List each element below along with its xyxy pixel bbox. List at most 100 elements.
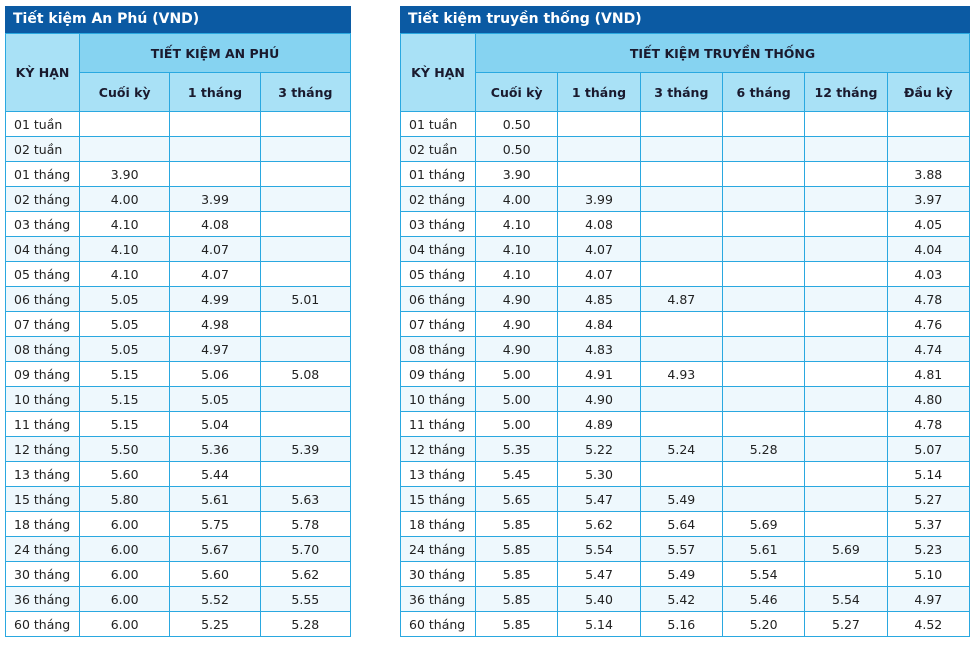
table-row: 02 tuần 0.50 (400, 136, 971, 162)
rate-cell: 5.60 (169, 561, 261, 587)
rate-cell: 5.24 (639, 436, 723, 462)
header-row: KỲ HẠN TIẾT KIỆM TRUYỀN THỐNG (400, 33, 970, 112)
rate-cell (804, 561, 888, 587)
rate-cell: 5.49 (639, 486, 723, 512)
term-cell: 06 tháng (400, 286, 476, 312)
table-row: 36 tháng 5.85 5.40 5.42 5.46 5.54 4.97 (400, 586, 971, 612)
rate-cell: 5.23 (886, 536, 971, 562)
rate-cell: 5.05 (169, 386, 261, 412)
rate-table: KỲ HẠN TIẾT KIỆM AN PHÚ Cuối kỳ 1 tháng 3 th… (5, 33, 352, 637)
table-row: 11 tháng 5.15 5.04 (5, 411, 352, 437)
rate-cell: 4.90 (557, 386, 641, 412)
rate-cell: 5.20 (721, 611, 806, 637)
rate-cell (804, 136, 888, 162)
rate-cell: 5.37 (886, 511, 971, 537)
rate-cell: 6.00 (78, 536, 171, 562)
rate-cell: 4.00 (78, 186, 171, 212)
term-cell: 11 tháng (5, 411, 80, 437)
rate-cell (639, 461, 723, 487)
table-row: 04 tháng 4.10 4.07 4.04 (400, 236, 971, 262)
rate-cell: 4.90 (474, 286, 559, 312)
rate-cell (721, 311, 806, 337)
rate-cell: 4.10 (474, 236, 559, 262)
rate-cell (721, 461, 806, 487)
rate-cell (804, 311, 888, 337)
table-row: 09 tháng 5.15 5.06 5.08 (5, 361, 352, 387)
column-header: 12 tháng (804, 72, 888, 112)
column-header: Cuối kỳ (474, 72, 559, 112)
rate-cell (557, 136, 641, 162)
rate-cell: 4.05 (886, 211, 971, 237)
rate-cell: 5.35 (474, 436, 559, 462)
group-header: TIẾT KIỆM AN PHÚ (79, 33, 351, 73)
rate-cell: 5.00 (474, 411, 559, 437)
rate-cell: 4.78 (886, 286, 971, 312)
rate-cell: 4.80 (886, 386, 971, 412)
rate-cell: 4.76 (886, 311, 971, 337)
column-header: Cuối kỳ (78, 72, 171, 112)
column-header: 6 tháng (721, 72, 806, 112)
rate-cell: 5.14 (886, 461, 971, 487)
rate-cell: 5.61 (169, 486, 261, 512)
rate-cell: 5.85 (474, 586, 559, 612)
rate-cell: 4.08 (557, 211, 641, 237)
rate-cell: 6.00 (78, 561, 171, 587)
term-cell: 18 tháng (400, 511, 476, 537)
table-row: 60 tháng 5.85 5.14 5.16 5.20 5.27 4.52 (400, 611, 971, 637)
rate-cell (804, 111, 888, 137)
term-header: KỲ HẠN (5, 33, 80, 112)
table-row: 01 tháng 3.90 (5, 161, 352, 187)
term-cell: 05 tháng (400, 261, 476, 287)
rate-cell (259, 136, 352, 162)
rate-cell: 5.47 (557, 486, 641, 512)
rate-cell: 4.99 (169, 286, 261, 312)
rate-cell: 4.10 (78, 261, 171, 287)
rate-cell (721, 136, 806, 162)
rate-cell (721, 286, 806, 312)
rate-cell (259, 461, 352, 487)
rate-cell: 5.07 (886, 436, 971, 462)
term-cell: 02 tháng (400, 186, 476, 212)
term-cell: 08 tháng (5, 336, 80, 362)
rate-cell (804, 211, 888, 237)
term-cell: 24 tháng (400, 536, 476, 562)
rate-cell (804, 336, 888, 362)
rate-cell: 5.28 (721, 436, 806, 462)
rate-cell (721, 411, 806, 437)
rate-cell: 3.90 (474, 161, 559, 187)
term-cell: 60 tháng (5, 611, 80, 637)
table-row: 30 tháng 5.85 5.47 5.49 5.54 5.10 (400, 561, 971, 587)
term-cell: 18 tháng (5, 511, 80, 537)
rate-cell: 4.07 (169, 261, 261, 287)
rate-cell (721, 336, 806, 362)
rate-cell (78, 136, 171, 162)
column-header-row: Cuối kỳ 1 tháng 3 tháng 6 tháng 12 tháng Đầu … (401, 72, 971, 112)
table-row: 02 tháng 4.00 3.99 (5, 186, 352, 212)
rate-cell: 4.81 (886, 361, 971, 387)
rate-cell: 4.89 (557, 411, 641, 437)
table-row: 04 tháng 4.10 4.07 (5, 236, 352, 262)
rate-cell (886, 136, 971, 162)
rate-cell (804, 411, 888, 437)
rate-cell: 3.99 (169, 186, 261, 212)
rate-cell: 4.74 (886, 336, 971, 362)
table-row: 12 tháng 5.35 5.22 5.24 5.28 5.07 (400, 436, 971, 462)
rate-cell (639, 336, 723, 362)
rate-cell: 4.85 (557, 286, 641, 312)
rate-cell: 5.15 (78, 411, 171, 437)
rate-cell: 5.54 (557, 536, 641, 562)
rate-cell: 5.25 (169, 611, 261, 637)
rate-cell (804, 461, 888, 487)
rate-cell (804, 236, 888, 262)
rate-cell (804, 486, 888, 512)
rate-cell: 5.62 (259, 561, 352, 587)
table-row: 01 tháng 3.90 3.88 (400, 161, 971, 187)
rate-cell (259, 311, 352, 337)
table-row: 02 tuần (5, 136, 352, 162)
rate-cell: 5.42 (639, 586, 723, 612)
rate-cell (886, 111, 971, 137)
term-cell: 36 tháng (400, 586, 476, 612)
table-row: 10 tháng 5.00 4.90 4.80 (400, 386, 971, 412)
rate-cell: 5.85 (474, 511, 559, 537)
rate-cell: 4.10 (78, 236, 171, 262)
